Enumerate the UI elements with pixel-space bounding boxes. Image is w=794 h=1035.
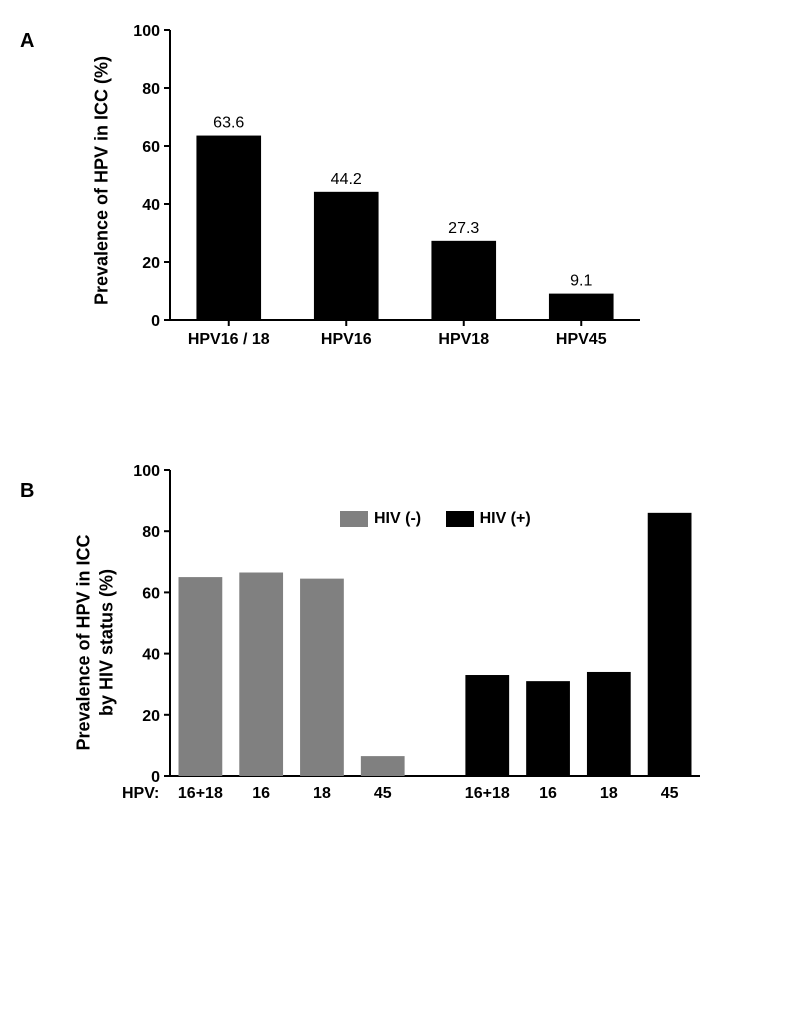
panel-a-label: A: [20, 30, 34, 53]
legend-label-hiv-neg: HIV (-): [374, 510, 421, 528]
svg-text:44.2: 44.2: [331, 171, 362, 188]
svg-text:HPV:: HPV:: [122, 785, 159, 802]
panel-b-ylabel-line1: Prevalence of HPV in ICC: [74, 534, 94, 750]
svg-text:HPV16 / 18: HPV16 / 18: [188, 331, 270, 348]
figure: A Prevalence of HPV in ICC (%) 0 20 40 60 80…: [20, 20, 774, 880]
svg-text:63.6: 63.6: [213, 115, 244, 132]
legend-swatch-hiv-pos: [446, 511, 474, 527]
svg-text:100: 100: [133, 23, 160, 40]
svg-text:45: 45: [661, 785, 679, 802]
svg-text:HPV45: HPV45: [556, 331, 607, 348]
svg-text:16+18: 16+18: [465, 785, 510, 802]
svg-text:20: 20: [142, 255, 160, 272]
panel-a-ylabel: Prevalence of HPV in ICC (%): [92, 21, 113, 341]
svg-text:HPV18: HPV18: [438, 331, 489, 348]
svg-text:9.1: 9.1: [570, 273, 592, 290]
legend-label-hiv-pos: HIV (+): [480, 510, 531, 528]
panel-a-svg: 0 20 40 60 80 100 HPV16 / 18 63.6 HPV16 44.2 HPV18…: [110, 20, 650, 360]
svg-text:16: 16: [252, 785, 270, 802]
svg-text:60: 60: [142, 585, 160, 602]
svg-text:0: 0: [151, 313, 160, 330]
svg-text:40: 40: [142, 647, 160, 664]
svg-text:80: 80: [142, 524, 160, 541]
svg-text:16+18: 16+18: [178, 785, 223, 802]
panel-b-chart: Prevalence of HPV in ICC by HIV status (…: [110, 460, 710, 880]
panel-b-ylabel-line2: by HIV status (%): [96, 569, 116, 716]
legend-item-hiv-neg: HIV (-): [340, 510, 421, 528]
svg-text:100: 100: [133, 463, 160, 480]
svg-text:20: 20: [142, 708, 160, 725]
svg-text:16: 16: [539, 785, 557, 802]
svg-text:60: 60: [142, 139, 160, 156]
svg-text:HPV16: HPV16: [321, 331, 372, 348]
svg-text:40: 40: [142, 197, 160, 214]
panel-b-ylabel: Prevalence of HPV in ICC by HIV status (…: [73, 463, 118, 823]
svg-text:80: 80: [142, 81, 160, 98]
legend-item-hiv-pos: HIV (+): [446, 510, 531, 528]
svg-text:18: 18: [600, 785, 618, 802]
panel-a-chart: Prevalence of HPV in ICC (%) 02040608010…: [110, 20, 650, 400]
svg-text:27.3: 27.3: [448, 220, 479, 237]
svg-text:18: 18: [313, 785, 331, 802]
svg-text:0: 0: [151, 769, 160, 786]
svg-text:45: 45: [374, 785, 392, 802]
legend-swatch-hiv-neg: [340, 511, 368, 527]
panel-b-label: B: [20, 480, 34, 503]
legend: HIV (-) HIV (+): [340, 510, 551, 532]
